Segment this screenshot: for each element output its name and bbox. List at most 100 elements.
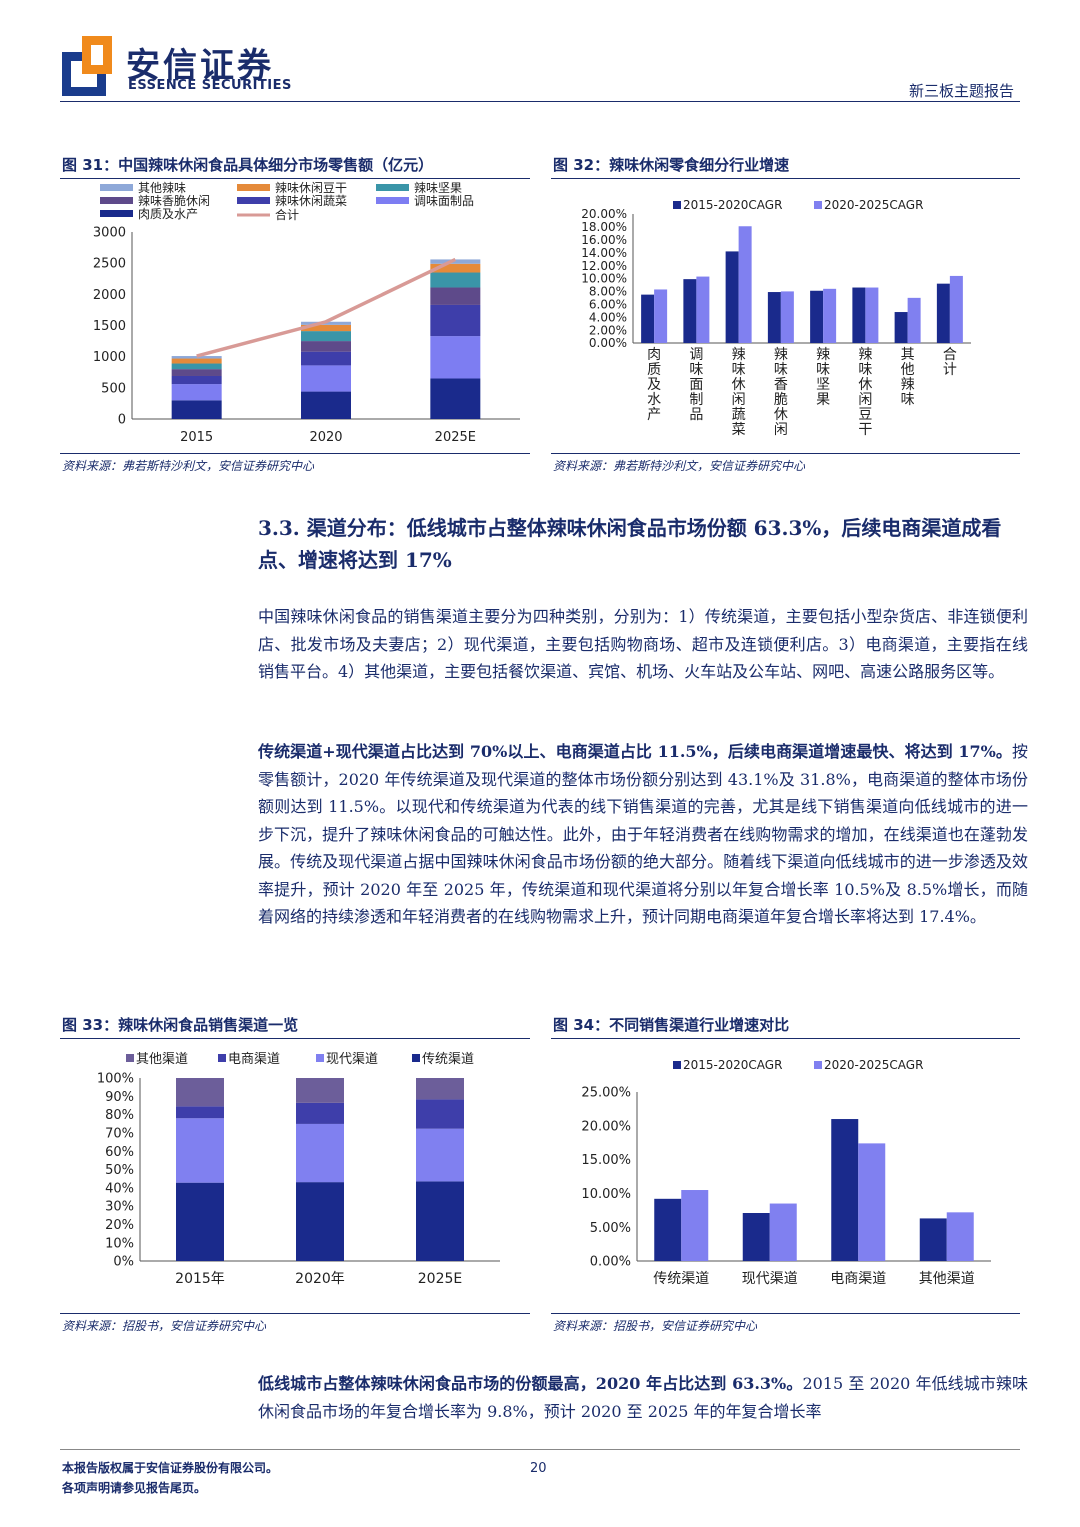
brand-name-en: ESSENCE SECURITIES [128, 78, 292, 93]
legend-label: 其他渠道 [136, 1052, 188, 1067]
legend-label: 2015-2020CAGR [683, 198, 782, 212]
bar-segment [171, 363, 222, 370]
legend-label: 2020-2025CAGR [824, 1058, 923, 1072]
bar [683, 279, 697, 343]
total-line [196, 257, 457, 358]
chart31-ytick-label: 1500 [93, 319, 126, 334]
x-tick-label: 调味面制品 [689, 347, 703, 423]
figure-31-source: 资料来源：弗若斯特沙利文，安信证券研究中心 [62, 459, 315, 473]
chart33-ytick-label: 80% [105, 1108, 134, 1123]
chart32-ytick-label: 10.00% [581, 272, 627, 286]
paragraph-low-tier-lead: 低线城市占整体辣味休闲食品市场的份额最高，2020 年占比达到 63.3%。 [258, 1374, 803, 1393]
chart33-ytick-label: 60% [105, 1145, 134, 1160]
bar-segment [416, 1181, 464, 1261]
legend-label: 调味面制品 [414, 194, 474, 208]
chart32-ytick-label: 12.00% [581, 259, 627, 273]
legend-swatch [412, 1054, 420, 1062]
paragraph-low-tier-cities: 低线城市占整体辣味休闲食品市场的份额最高，2020 年占比达到 63.3%。20… [258, 1370, 1028, 1425]
x-tick-label: 合计 [943, 347, 957, 378]
figure-34-title: 图 34：不同销售渠道行业增速对比 [553, 1016, 790, 1034]
bar [919, 1218, 947, 1261]
chart31-ytick-label: 1000 [93, 350, 126, 365]
bar-segment [430, 272, 481, 288]
bar-segment [416, 1099, 464, 1129]
bar [767, 292, 781, 343]
x-tick-label: 辣味休闲豆干 [858, 347, 872, 438]
legend-swatch [237, 197, 270, 204]
figure-32-chart: 2015-2020CAGR 2020-2025CAGR 0.00%2.00%4.00… [581, 198, 971, 438]
bar-segment [301, 341, 351, 352]
bar [654, 1198, 682, 1261]
legend-label: 辣味香脆休闲 [138, 193, 210, 208]
section-heading: 3.3. 渠道分布：低线城市占整体辣味休闲食品市场份额 63.3%，后续电商渠道… [258, 516, 1002, 572]
legend-swatch [100, 184, 133, 191]
paragraph-channel-share-lead: 传统渠道+现代渠道占比达到 70%以上、电商渠道占比 11.5%，后续电商渠道增… [258, 742, 1012, 761]
bar [769, 1203, 797, 1261]
bar-segment [416, 1128, 464, 1182]
figure-31-bottom-rule [60, 453, 530, 454]
bar-segment [296, 1102, 344, 1124]
bar-segment [296, 1123, 344, 1183]
legend-swatch [814, 201, 822, 209]
bar-segment [171, 358, 222, 364]
chart32-ytick-label: 16.00% [581, 233, 627, 247]
chart34-ytick-label: 10.00% [581, 1187, 631, 1202]
bar [907, 297, 921, 343]
figure-32-title: 图 32：辣味休闲零食细分行业增速 [553, 156, 790, 174]
legend-label: 肉质及水产 [138, 207, 198, 221]
x-tick-label: 2025E [418, 1271, 462, 1287]
copyright-line-2: 各项声明请参见报告尾页。 [62, 1481, 207, 1495]
brand-name-cn: 安信证券 [126, 46, 274, 86]
report-type-label: 新三板主题报告 [908, 82, 1014, 100]
chart32-ytick-label: 4.00% [589, 310, 627, 324]
chart33-ytick-label: 10% [105, 1236, 134, 1251]
figure-34-chart: 2015-2020CAGR 2020-2025CAGR 0.00% 5.00% 10.0… [581, 1058, 991, 1287]
chart31-ytick-label: 3000 [93, 226, 126, 241]
paragraph-channel-share: 传统渠道+现代渠道占比达到 70%以上、电商渠道占比 11.5%，后续电商渠道增… [258, 738, 1028, 931]
x-tick-label: 传统渠道 [653, 1271, 709, 1287]
copyright-notice: 本报告版权属于安信证券股份有限公司。 各项声明请参见报告尾页。 [62, 1458, 278, 1498]
bar-segment [296, 1078, 344, 1103]
bar [831, 1119, 859, 1261]
bar-segment [430, 259, 481, 264]
logo-icon [62, 36, 112, 96]
legend-label: 传统渠道 [422, 1052, 474, 1067]
x-tick-label: 2015年 [175, 1271, 225, 1287]
chart33-ytick-label: 0% [113, 1255, 134, 1270]
legend-swatch [100, 197, 133, 204]
x-tick-label: 其他辣味 [901, 347, 915, 408]
bar [738, 226, 752, 343]
chart31-ytick-label: 2500 [93, 257, 126, 272]
x-tick-label: 辣味坚果 [816, 347, 830, 408]
chart34-ytick-label: 25.00% [581, 1086, 631, 1101]
bar-segment [430, 378, 481, 419]
legend-label: 其他辣味 [138, 181, 186, 195]
x-tick-label: 肉质及水产 [647, 347, 661, 423]
x-tick-label: 2025E [435, 430, 476, 445]
chart33-ytick-label: 30% [105, 1200, 134, 1215]
bar [865, 287, 879, 343]
figure-33-chart: 其他渠道 电商渠道 现代渠道 传统渠道 0% 10% 20% 30% 40% 50% 60% 70% 8… [97, 1052, 500, 1287]
bar [852, 287, 866, 343]
bar-segment [176, 1078, 224, 1107]
chart33-ytick-label: 50% [105, 1163, 134, 1178]
x-tick-label: 辣味香脆休闲 [774, 347, 788, 438]
bar-segment [176, 1106, 224, 1119]
chart33-ytick-label: 70% [105, 1126, 134, 1141]
bar-segment [301, 331, 351, 342]
x-tick-label: 现代渠道 [742, 1271, 798, 1287]
bar [641, 294, 655, 343]
chart31-ytick-label: 0 [118, 413, 126, 428]
legend-swatch [376, 184, 409, 191]
legend-label: 现代渠道 [326, 1052, 378, 1067]
legend-swatch [237, 184, 270, 191]
legend-label: 电商渠道 [228, 1052, 280, 1067]
bar [946, 1212, 974, 1261]
x-tick-label: 辣味休闲蔬菜 [732, 347, 746, 438]
legend-swatch [376, 197, 409, 204]
chart34-ytick-label: 0.00% [590, 1255, 631, 1270]
figure-32-bottom-rule [551, 453, 1020, 454]
bar [780, 291, 794, 343]
footer-divider [60, 1449, 1020, 1450]
chart33-ytick-label: 90% [105, 1090, 134, 1105]
